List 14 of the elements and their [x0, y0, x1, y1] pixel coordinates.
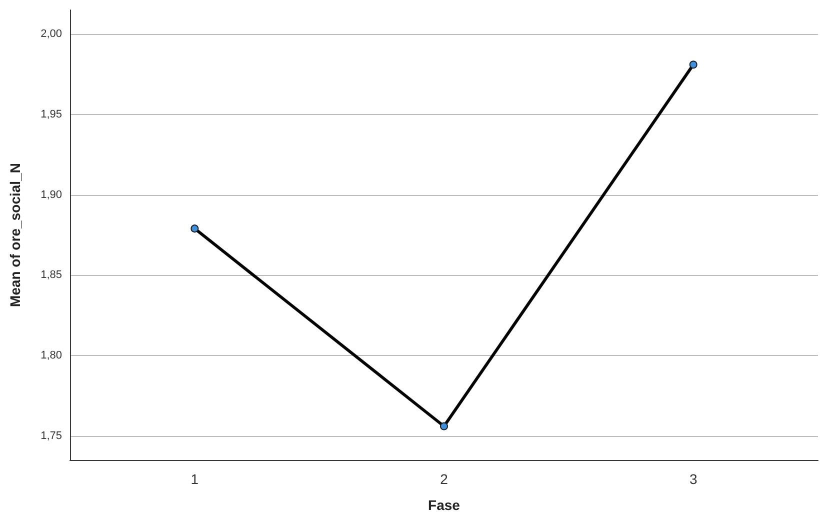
x-tick-label: 2 — [440, 471, 448, 487]
x-axis-title: Fase — [428, 497, 460, 513]
y-tick-label: 1,80 — [40, 350, 62, 362]
y-tick-label: 2,00 — [40, 28, 62, 40]
x-tick-label: 3 — [689, 471, 698, 487]
y-tick-label: 1,90 — [40, 188, 62, 201]
point — [440, 422, 448, 430]
y-tick-label: 1,75 — [40, 430, 62, 442]
x-tick-label: 1 — [190, 471, 199, 487]
y-axis-title: Mean of ore_social_N — [7, 163, 23, 307]
point — [190, 224, 199, 233]
y-tick-label: 1,95 — [40, 108, 62, 120]
point — [689, 60, 698, 69]
y-tick-label: 1,85 — [40, 269, 62, 282]
